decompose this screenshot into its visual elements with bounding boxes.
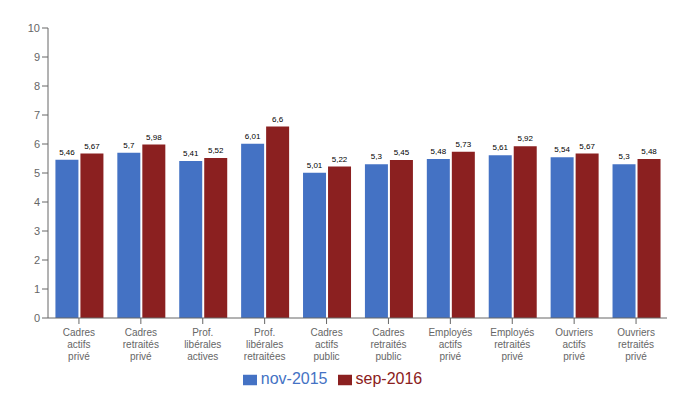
svg-text:5,73: 5,73 [456,140,472,149]
svg-text:5,46: 5,46 [59,148,75,157]
svg-text:4: 4 [34,196,40,208]
svg-text:9: 9 [34,51,40,63]
svg-text:8: 8 [34,80,40,92]
svg-text:5,48: 5,48 [641,147,657,156]
html-text:nov-2015: nov-2015 [260,370,328,387]
svg-text:2: 2 [34,254,40,266]
svg-text:6: 6 [34,138,40,150]
svg-text:6,6: 6,6 [272,115,284,124]
svg-text:5,22: 5,22 [332,155,348,164]
svg-text:5,3: 5,3 [371,152,383,161]
svg-text:Ouvriersactifsprivé: Ouvriersactifsprivé [555,327,593,362]
svg-text:5,45: 5,45 [394,148,410,157]
svg-text:Prof.libéralesretraitées: Prof.libéralesretraitées [244,327,286,362]
svg-text:6,01: 6,01 [245,132,261,141]
svg-text:5,92: 5,92 [517,134,533,143]
svg-text:Employésactifsprivé: Employésactifsprivé [428,327,472,362]
svg-text:Prof.libéralesactives: Prof.libéralesactives [184,327,221,362]
svg-text:5,67: 5,67 [84,142,100,151]
svg-text:5,54: 5,54 [554,145,570,154]
svg-text:Cadresactifspublic: Cadresactifspublic [310,327,342,362]
svg-text:7: 7 [34,109,40,121]
svg-text:Cadresretraitéspublic: Cadresretraitéspublic [370,327,406,362]
svg-text:Ouvriersretraitésprivé: Ouvriersretraitésprivé [617,327,655,362]
svg-text:Cadresactifsprivé: Cadresactifsprivé [63,327,95,362]
svg-text:Employésretraitésprivé: Employésretraitésprivé [490,327,534,362]
html-text:sep-2016: sep-2016 [355,370,423,387]
svg-text:5,3: 5,3 [618,152,630,161]
svg-text:5,61: 5,61 [492,143,508,152]
svg-text:5,48: 5,48 [431,147,447,156]
svg-text:5,01: 5,01 [307,161,323,170]
svg-text:10: 10 [28,22,40,34]
svg-text:0: 0 [34,312,40,324]
svg-text:3: 3 [34,225,40,237]
svg-text:1: 1 [34,283,40,295]
svg-text:5,52: 5,52 [208,146,224,155]
svg-text:5: 5 [34,167,40,179]
svg-text:5,67: 5,67 [579,142,595,151]
svg-text:Cadresretraitésprivé: Cadresretraitésprivé [123,327,159,362]
svg-text:5,41: 5,41 [183,149,199,158]
svg-text:5,98: 5,98 [146,133,162,142]
svg-text:5,7: 5,7 [123,141,135,150]
